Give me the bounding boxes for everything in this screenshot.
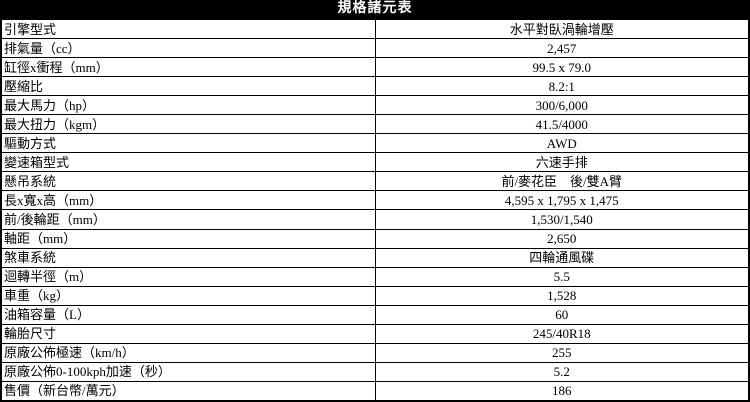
- spec-value: 2,457: [374, 38, 750, 59]
- spec-label: 軸距（mm）: [0, 228, 376, 249]
- spec-table: 引擎型式 水平對臥渦輪增壓 排氣量（cc） 2,457 缸徑x衝程（mm） 99…: [0, 18, 750, 402]
- table-row: 驅動方式 AWD: [0, 133, 750, 154]
- spec-label: 變速箱型式: [0, 152, 376, 173]
- table-row: 壓縮比 8.2:1: [0, 76, 750, 97]
- table-row: 車重（kg） 1,528: [0, 285, 750, 306]
- spec-label: 引擎型式: [0, 18, 376, 40]
- spec-value: 1,528: [374, 285, 750, 306]
- table-row: 排氣量（cc） 2,457: [0, 38, 750, 59]
- spec-value: 5.2: [374, 361, 750, 382]
- spec-label: 原廠公佈0-100kph加速（秒）: [0, 361, 376, 382]
- spec-value: 2,650: [374, 228, 750, 249]
- spec-label: 長x寬x高（mm）: [0, 190, 376, 211]
- spec-value: AWD: [374, 133, 750, 154]
- spec-label: 輪胎尺寸: [0, 323, 376, 344]
- table-row: 長x寬x高（mm） 4,595 x 1,795 x 1,475: [0, 190, 750, 211]
- spec-value: 300/6,000: [374, 95, 750, 116]
- spec-label: 車重（kg）: [0, 285, 376, 306]
- spec-value: 六速手排: [374, 152, 750, 173]
- spec-label: 懸吊系統: [0, 171, 376, 192]
- table-row: 輪胎尺寸 245/40R18: [0, 323, 750, 344]
- table-row: 引擎型式 水平對臥渦輪增壓: [0, 18, 750, 40]
- spec-table-body: 引擎型式 水平對臥渦輪增壓 排氣量（cc） 2,457 缸徑x衝程（mm） 99…: [0, 18, 750, 402]
- spec-value: 1,530/1,540: [374, 209, 750, 230]
- spec-value: 99.5 x 79.0: [374, 57, 750, 78]
- spec-label: 壓縮比: [0, 76, 376, 97]
- spec-value: 60: [374, 304, 750, 325]
- spec-label: 最大馬力（hp）: [0, 95, 376, 116]
- table-row: 軸距（mm） 2,650: [0, 228, 750, 249]
- table-row: 缸徑x衝程（mm） 99.5 x 79.0: [0, 57, 750, 78]
- spec-label: 煞車系統: [0, 247, 376, 268]
- table-row: 原廠公佈0-100kph加速（秒） 5.2: [0, 361, 750, 382]
- table-row: 變速箱型式 六速手排: [0, 152, 750, 173]
- spec-value: 41.5/4000: [374, 114, 750, 135]
- spec-value: 186: [374, 380, 750, 402]
- table-row: 售價（新台幣/萬元） 186: [0, 380, 750, 402]
- spec-value: 5.5: [374, 266, 750, 287]
- table-row: 懸吊系統 前/麥花臣 後/雙A臂: [0, 171, 750, 192]
- table-row: 油箱容量（L） 60: [0, 304, 750, 325]
- spec-value: 8.2:1: [374, 76, 750, 97]
- spec-label: 最大扭力（kgm）: [0, 114, 376, 135]
- table-title: 規格諸元表: [0, 0, 750, 18]
- table-row: 原廠公佈極速（km/h） 255: [0, 342, 750, 363]
- spec-value: 四輪通風碟: [374, 247, 750, 268]
- spec-label: 前/後輪距（mm）: [0, 209, 376, 230]
- spec-label: 驅動方式: [0, 133, 376, 154]
- table-row: 前/後輪距（mm） 1,530/1,540: [0, 209, 750, 230]
- spec-value: 水平對臥渦輪增壓: [374, 18, 750, 40]
- table-row: 最大扭力（kgm） 41.5/4000: [0, 114, 750, 135]
- spec-value: 前/麥花臣 後/雙A臂: [374, 171, 750, 192]
- spec-label: 缸徑x衝程（mm）: [0, 57, 376, 78]
- spec-label: 迴轉半徑（m）: [0, 266, 376, 287]
- spec-value: 4,595 x 1,795 x 1,475: [374, 190, 750, 211]
- table-row: 迴轉半徑（m） 5.5: [0, 266, 750, 287]
- table-row: 煞車系統 四輪通風碟: [0, 247, 750, 268]
- spec-label: 售價（新台幣/萬元）: [0, 380, 376, 402]
- spec-label: 排氣量（cc）: [0, 38, 376, 59]
- spec-label: 原廠公佈極速（km/h）: [0, 342, 376, 363]
- spec-value: 255: [374, 342, 750, 363]
- spec-label: 油箱容量（L）: [0, 304, 376, 325]
- table-row: 最大馬力（hp） 300/6,000: [0, 95, 750, 116]
- spec-value: 245/40R18: [374, 323, 750, 344]
